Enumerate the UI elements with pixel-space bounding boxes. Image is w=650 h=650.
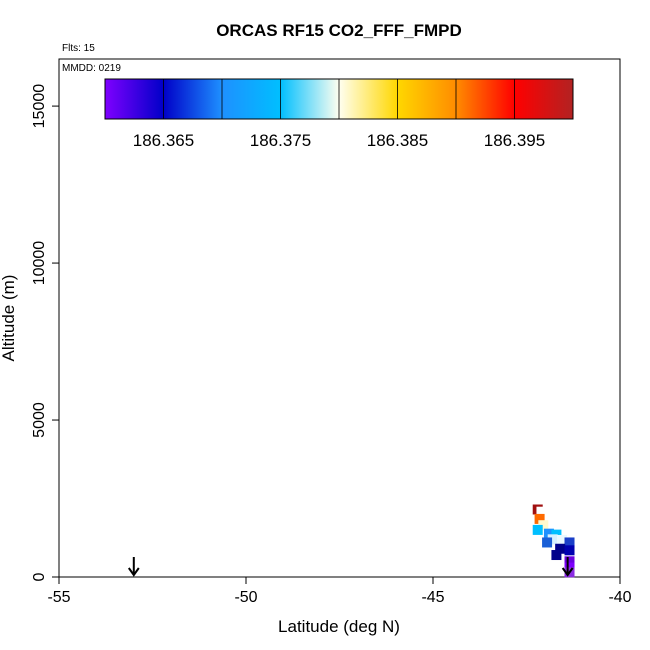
colorbar-dividers <box>163 79 515 119</box>
data-point <box>543 528 554 539</box>
data-point <box>551 550 562 561</box>
x-tick-label: -40 <box>608 589 631 606</box>
flight-markers <box>127 557 574 577</box>
data-point <box>542 537 553 548</box>
data-point <box>538 520 549 531</box>
colorbar-tick-label: 186.385 <box>367 131 428 150</box>
colorbar-ticks: 186.365 186.375 186.385 186.395 <box>133 131 545 150</box>
date-note: MMDD: 0219 <box>62 63 121 74</box>
colorbar-tick-label: 186.395 <box>484 131 545 150</box>
data-point <box>564 556 575 567</box>
y-axis: 0 5000 10000 15000 <box>31 84 60 581</box>
flights-note: Flts: 15 <box>62 43 95 54</box>
start-arrow-head <box>127 567 140 577</box>
colorbar-tick-label: 186.375 <box>250 131 311 150</box>
data-point <box>564 545 575 556</box>
data-point <box>536 506 547 517</box>
y-tick-label: 15000 <box>31 84 48 129</box>
chart-title: ORCAS RF15 CO2_FFF_FMPD <box>216 21 462 40</box>
data-point <box>557 534 568 545</box>
data-point <box>555 543 566 554</box>
x-axis-label: Latitude (deg N) <box>278 617 400 636</box>
x-axis: -55 -50 -45 -40 <box>47 576 632 606</box>
data-point <box>534 513 545 524</box>
data-point <box>547 534 558 545</box>
x-tick-label: -50 <box>234 589 257 606</box>
y-tick-label: 5000 <box>31 402 48 438</box>
y-tick-label: 10000 <box>31 241 48 286</box>
y-axis-label: Altitude (m) <box>0 275 18 362</box>
end-arrow-head <box>561 567 574 577</box>
data-point <box>564 537 575 548</box>
x-tick-label: -55 <box>47 589 70 606</box>
x-tick-label: -45 <box>421 589 444 606</box>
data-point <box>532 524 543 535</box>
y-tick-label: 0 <box>31 572 48 581</box>
data-points <box>532 504 575 578</box>
colorbar-tick-label: 186.365 <box>133 131 194 150</box>
colorbar: 186.365 186.375 186.385 186.395 <box>104 78 574 150</box>
